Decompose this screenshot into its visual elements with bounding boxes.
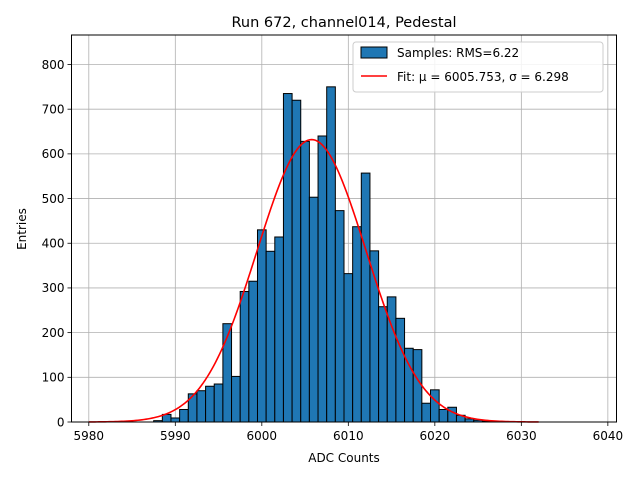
x-tick-label: 5980 bbox=[74, 429, 105, 443]
x-tick-label: 6010 bbox=[333, 429, 364, 443]
y-tick-label: 400 bbox=[42, 237, 65, 251]
y-tick-label: 300 bbox=[42, 281, 65, 295]
histogram-bar bbox=[343, 273, 354, 423]
histogram-bar bbox=[291, 99, 302, 423]
fit-curve bbox=[88, 138, 539, 423]
histogram-bar bbox=[205, 385, 215, 423]
histogram-bar bbox=[421, 402, 432, 423]
y-tick-label: 600 bbox=[42, 147, 65, 161]
chart-title: Run 672, channel014, Pedestal bbox=[231, 15, 456, 31]
y-axis-ticks: 0 100 200 300 400 500 600 700 800 bbox=[42, 58, 72, 429]
legend-samples-swatch bbox=[360, 46, 388, 59]
x-tick-label: 6020 bbox=[420, 429, 451, 443]
histogram-bar bbox=[360, 172, 371, 423]
x-tick-label: 6040 bbox=[593, 429, 624, 443]
y-tick-label: 200 bbox=[42, 326, 65, 340]
histogram-bar bbox=[326, 86, 336, 423]
x-axis-ticks: 5980 5990 6000 6010 6020 6030 6040 bbox=[74, 422, 624, 443]
histogram-bar bbox=[317, 135, 328, 423]
histogram-bar bbox=[430, 389, 440, 423]
histogram-bar bbox=[196, 390, 207, 423]
x-axis-label: ADC Counts bbox=[308, 451, 380, 465]
histogram-bar bbox=[395, 317, 406, 423]
x-tick-label: 6030 bbox=[506, 429, 537, 443]
histogram-bar bbox=[179, 408, 189, 423]
plot-frame bbox=[71, 34, 617, 423]
histogram-bar bbox=[248, 280, 258, 423]
histogram-bar bbox=[256, 229, 267, 423]
legend-fit-label: Fit: μ = 6005.753, σ = 6.298 bbox=[397, 70, 569, 84]
legend: Samples: RMS=6.22 Fit: μ = 6005.753, σ =… bbox=[352, 41, 604, 93]
y-tick-label: 500 bbox=[42, 192, 65, 206]
fit-curve-group bbox=[88, 138, 539, 423]
y-axis-label: Entries bbox=[15, 208, 29, 250]
x-tick-label: 6000 bbox=[247, 429, 278, 443]
histogram-bar bbox=[239, 291, 250, 423]
x-tick-label: 5990 bbox=[160, 429, 191, 443]
histogram-bar bbox=[170, 417, 181, 423]
histogram-bar bbox=[274, 236, 284, 423]
histogram-bar bbox=[412, 349, 423, 423]
histogram-bar bbox=[334, 210, 345, 423]
histogram-bar bbox=[300, 140, 310, 423]
histogram-bar bbox=[265, 250, 276, 423]
histogram-bar bbox=[438, 408, 449, 423]
legend-box bbox=[352, 41, 604, 93]
histogram-bar bbox=[213, 383, 224, 423]
y-tick-label: 100 bbox=[42, 371, 65, 385]
histogram-bar bbox=[231, 375, 241, 423]
histogram-bar bbox=[378, 306, 388, 423]
histogram-bar bbox=[308, 196, 319, 423]
y-tick-label: 700 bbox=[42, 102, 65, 116]
y-tick-label: 800 bbox=[42, 58, 65, 72]
histogram-bar bbox=[352, 226, 362, 423]
y-tick-label: 0 bbox=[57, 415, 65, 429]
histogram-bar bbox=[282, 93, 293, 423]
legend-samples-label: Samples: RMS=6.22 bbox=[397, 46, 519, 60]
histogram-bars bbox=[153, 86, 492, 423]
